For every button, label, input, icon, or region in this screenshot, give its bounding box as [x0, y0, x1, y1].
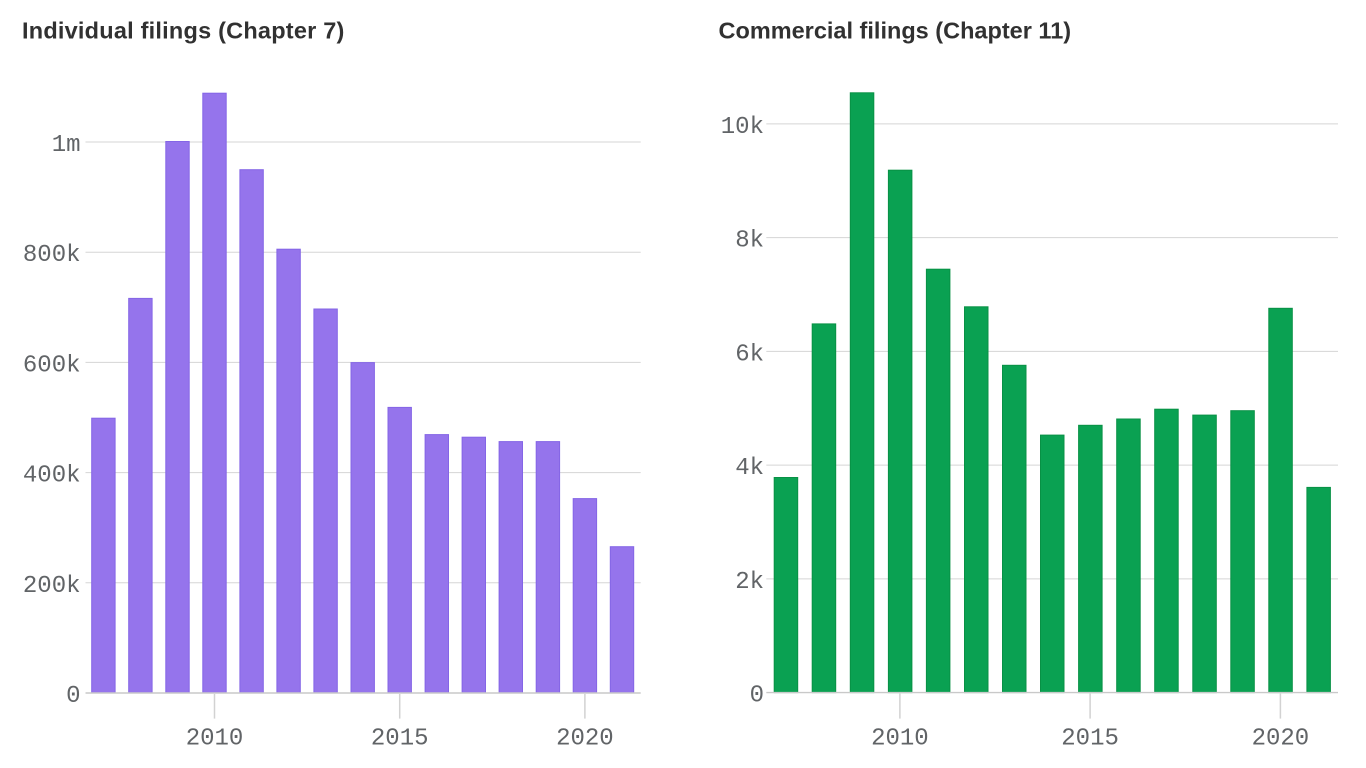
- svg-text:0: 0: [66, 683, 80, 710]
- svg-text:0: 0: [750, 683, 764, 710]
- svg-text:400k: 400k: [23, 463, 81, 490]
- svg-text:600k: 600k: [23, 352, 81, 379]
- svg-text:200k: 200k: [23, 573, 81, 600]
- svg-text:2015: 2015: [1061, 726, 1119, 753]
- svg-text:2020: 2020: [1252, 726, 1310, 753]
- svg-text:2015: 2015: [371, 726, 429, 753]
- svg-text:8k: 8k: [735, 228, 764, 255]
- svg-text:1m: 1m: [52, 132, 81, 159]
- svg-text:2k: 2k: [735, 569, 764, 596]
- svg-text:2010: 2010: [871, 726, 929, 753]
- svg-text:4k: 4k: [735, 455, 764, 482]
- svg-text:10k: 10k: [721, 114, 764, 141]
- svg-text:2020: 2020: [556, 726, 614, 753]
- svg-text:Individual filings (Chapter 7): Individual filings (Chapter 7): [22, 18, 345, 44]
- svg-text:6k: 6k: [735, 341, 764, 368]
- svg-text:2010: 2010: [186, 726, 244, 753]
- svg-text:800k: 800k: [23, 242, 81, 269]
- svg-text:Commercial filings (Chapter 11: Commercial filings (Chapter 11): [719, 18, 1072, 44]
